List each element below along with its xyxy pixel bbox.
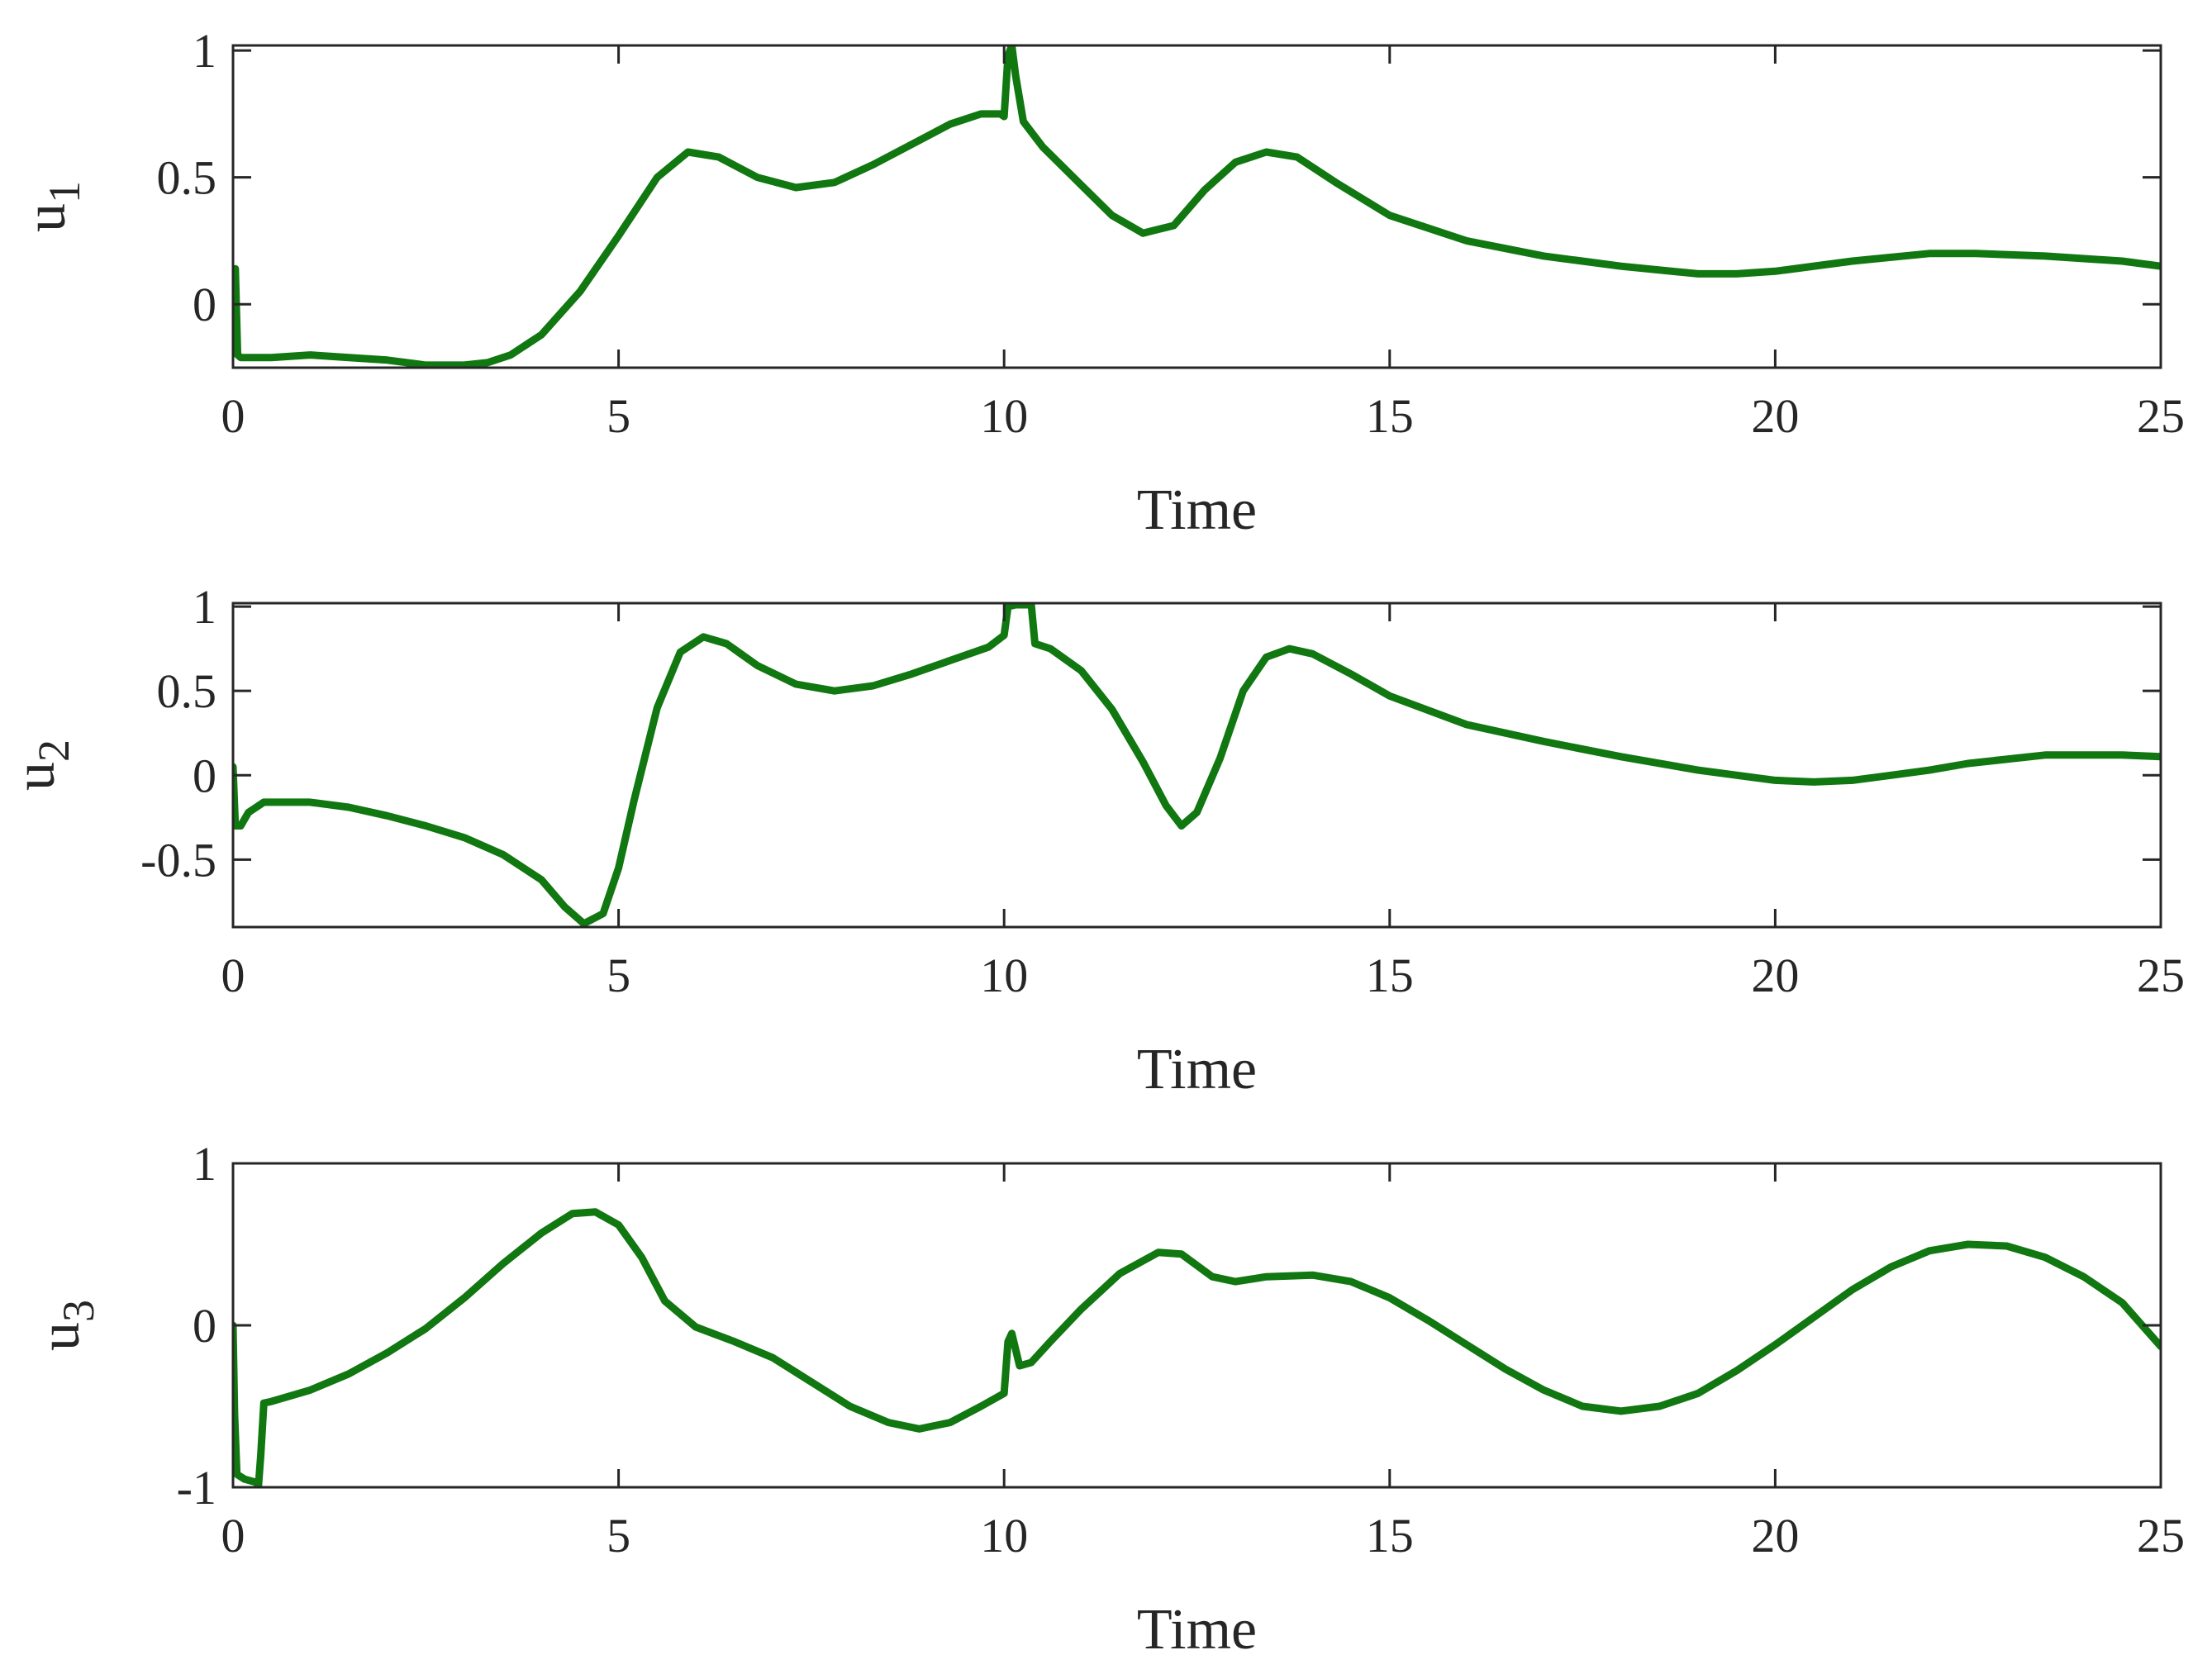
series-line-u2: [233, 603, 2161, 927]
x-tick-label: 10: [980, 949, 1028, 1002]
x-axis-title: Time: [1137, 478, 1257, 542]
x-tick-label: 0: [221, 389, 245, 443]
x-tick-label: 25: [2137, 949, 2185, 1002]
y-tick-label: 1: [193, 24, 216, 78]
y-axis-title: u3: [28, 1300, 103, 1351]
x-tick-label: 0: [221, 949, 245, 1002]
x-tick-label: 15: [1366, 1509, 1414, 1562]
x-tick-label: 5: [607, 389, 630, 443]
x-tick-label: 10: [980, 1509, 1028, 1562]
x-axis-title: Time: [1137, 1038, 1257, 1101]
y-tick-label: 0: [193, 278, 216, 331]
x-tick-label: 5: [607, 1509, 630, 1562]
x-tick-label: 20: [1751, 949, 1799, 1002]
subplot-2: 0 5 10 15 20 25 -0.5 0 0.5 1 Time u2: [3, 580, 2185, 1101]
y-tick-label: -1: [177, 1461, 216, 1515]
x-tick-label: 0: [221, 1509, 245, 1562]
axes-frame: [231, 44, 2162, 369]
x-tick-label: 25: [2137, 1509, 2185, 1562]
y-tick-label: 0.5: [157, 151, 217, 205]
y-tick-label: -0.5: [140, 833, 216, 887]
series-line-u3: [233, 1208, 2161, 1487]
x-tick-label: 10: [980, 389, 1028, 443]
subplot-1: 0 5 10 15 20 25 0 0.5 1 Time u1: [14, 24, 2185, 542]
y-axis-title: u2: [3, 740, 78, 791]
y-tick-label: 0: [193, 749, 216, 802]
y-tick-label: 1: [193, 1137, 216, 1191]
x-tick-label: 15: [1366, 949, 1414, 1002]
x-tick-label: 20: [1751, 1509, 1799, 1562]
y-tick-label: 0: [193, 1299, 216, 1353]
x-tick-label: 20: [1751, 389, 1799, 443]
x-axis-title: Time: [1137, 1598, 1257, 1662]
x-tick-label: 15: [1366, 389, 1414, 443]
x-tick-label: 25: [2137, 389, 2185, 443]
y-tick-label: 0.5: [157, 664, 217, 718]
axes-frame: [231, 1162, 2162, 1489]
x-tick-label: 5: [607, 949, 630, 1002]
y-axis-title: u1: [14, 181, 89, 232]
axes-frame: [231, 602, 2162, 929]
series-line-u1: [233, 45, 2161, 368]
y-tick-label: 1: [193, 580, 216, 634]
